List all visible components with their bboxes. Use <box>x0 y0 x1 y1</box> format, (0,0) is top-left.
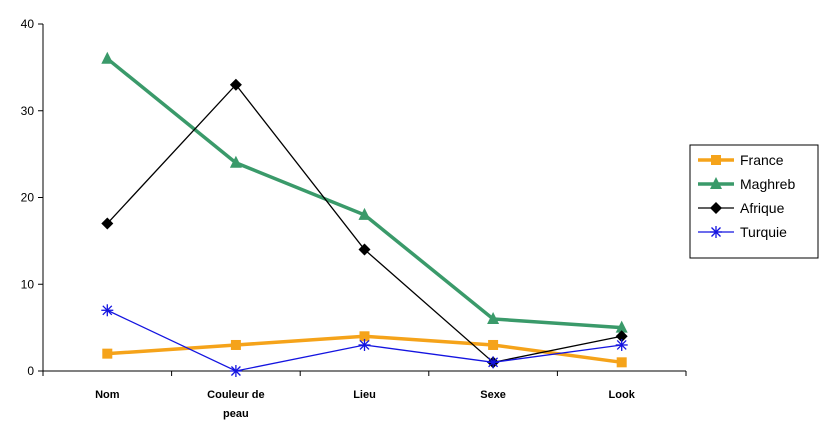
series-layer <box>101 51 628 377</box>
data-point <box>229 78 242 91</box>
series-france <box>102 331 627 368</box>
data-point <box>615 320 628 333</box>
legend-label: France <box>740 152 784 168</box>
y-tick-label: 10 <box>21 277 35 291</box>
data-point <box>102 348 113 359</box>
legend-label: Maghreb <box>740 176 795 192</box>
legend-item-france: France <box>698 152 784 168</box>
data-point <box>615 330 628 343</box>
axes: 0 10 20 30 40 Nom Couleur de peau Lieu Sexe Look <box>21 17 687 420</box>
data-point <box>358 207 371 220</box>
legend-item-maghreb: Maghreb <box>698 176 795 192</box>
legend-item-afrique: Afrique <box>698 200 785 216</box>
data-point <box>101 304 114 317</box>
data-point <box>615 338 628 351</box>
legend-swatch-marker <box>710 226 722 238</box>
x-tick-label: Sexe <box>480 389 506 401</box>
data-point <box>229 155 242 168</box>
series-afrique <box>101 78 628 369</box>
data-point <box>229 365 242 377</box>
data-point <box>487 356 500 369</box>
legend-swatch-marker <box>710 202 722 214</box>
data-point <box>358 243 371 256</box>
data-point <box>488 339 499 350</box>
data-point <box>359 331 370 342</box>
data-point <box>230 339 241 350</box>
y-tick-label: 30 <box>21 104 35 118</box>
legend-label: Afrique <box>740 200 785 216</box>
legend-swatch-marker <box>711 155 721 165</box>
series-turquie <box>101 304 628 377</box>
data-point <box>487 311 500 324</box>
y-tick-label: 40 <box>21 17 35 31</box>
x-tick-label: Look <box>609 389 636 401</box>
legend: France Maghreb Afrique Turquie <box>689 144 819 259</box>
data-point <box>616 357 627 368</box>
data-point <box>101 217 114 230</box>
legend-item-turquie: Turquie <box>698 224 787 240</box>
y-tick-label: 0 <box>27 364 34 378</box>
series-maghreb <box>101 51 628 333</box>
x-tick-label: Couleur de peau <box>207 389 264 420</box>
series-line <box>106 57 622 330</box>
data-point <box>101 51 114 64</box>
legend-swatch-marker <box>710 177 722 189</box>
x-tick-label: Nom <box>95 389 120 401</box>
data-point <box>358 338 371 351</box>
x-tick-label: Lieu <box>353 389 376 401</box>
legend-label: Turquie <box>740 224 787 240</box>
y-tick-label: 20 <box>21 191 35 205</box>
